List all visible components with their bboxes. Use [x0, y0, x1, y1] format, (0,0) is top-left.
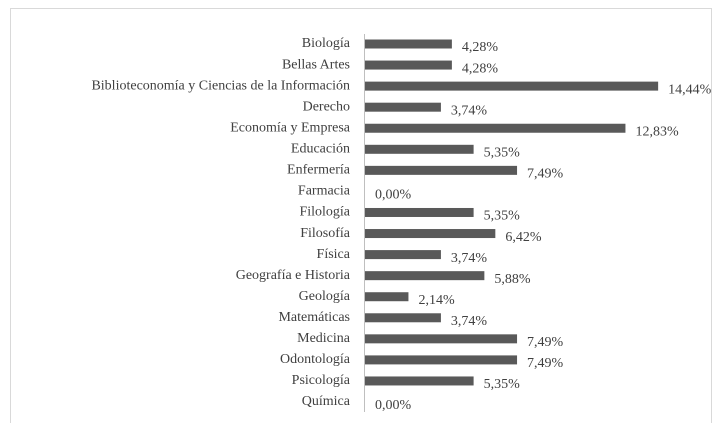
bar — [365, 81, 659, 91]
value-label: 5,35% — [484, 209, 520, 224]
category-label: Química — [302, 394, 351, 409]
category-label: Geología — [299, 289, 351, 304]
category-label: Enfermería — [287, 163, 351, 178]
category-label: Educación — [291, 142, 350, 157]
value-label: 14,44% — [668, 82, 712, 97]
category-label: Geografía e Historia — [236, 268, 351, 283]
value-label: 3,74% — [451, 251, 488, 266]
value-label: 4,28% — [462, 40, 499, 55]
value-label: 3,74% — [451, 103, 488, 118]
value-label: 12,83% — [635, 124, 679, 139]
value-label: 5,88% — [494, 272, 531, 287]
value-label: 2,14% — [418, 293, 455, 308]
bar — [365, 144, 474, 154]
value-label: 7,49% — [527, 335, 564, 350]
category-label: Bellas Artes — [282, 57, 350, 72]
category-label: Psicología — [292, 373, 351, 388]
bar — [365, 123, 626, 133]
bar — [365, 165, 518, 175]
value-label: 3,74% — [451, 314, 488, 329]
value-label: 4,28% — [462, 61, 499, 76]
category-label: Medicina — [297, 331, 351, 346]
category-label: Biblioteconomía y Ciencias de la Informa… — [91, 78, 350, 93]
bar — [365, 229, 496, 239]
value-label: 5,35% — [484, 377, 520, 392]
value-label: 7,49% — [527, 356, 564, 371]
category-label: Economía y Empresa — [230, 120, 351, 135]
bar — [365, 376, 474, 386]
value-label: 6,42% — [505, 230, 542, 245]
bar — [365, 355, 518, 365]
bar — [365, 39, 452, 49]
chart-border — [10, 8, 712, 423]
value-label: 7,49% — [527, 167, 564, 182]
bar — [365, 292, 409, 302]
category-label: Derecho — [303, 99, 350, 114]
bar — [365, 250, 441, 260]
bar — [365, 334, 518, 344]
category-label: Odontología — [280, 352, 351, 367]
category-label: Biología — [302, 36, 351, 51]
bar — [365, 271, 485, 281]
bar — [365, 313, 441, 323]
value-label: 0,00% — [375, 188, 412, 203]
category-label: Farmacia — [298, 184, 351, 199]
category-label: Física — [317, 247, 351, 262]
bar — [365, 60, 452, 70]
category-label: Matemáticas — [278, 310, 350, 325]
bar — [365, 207, 474, 217]
value-label: 0,00% — [375, 398, 412, 413]
bar — [365, 102, 441, 112]
value-label: 5,35% — [484, 146, 520, 161]
category-label: Filosofía — [300, 226, 351, 241]
category-label: Filología — [299, 205, 350, 220]
